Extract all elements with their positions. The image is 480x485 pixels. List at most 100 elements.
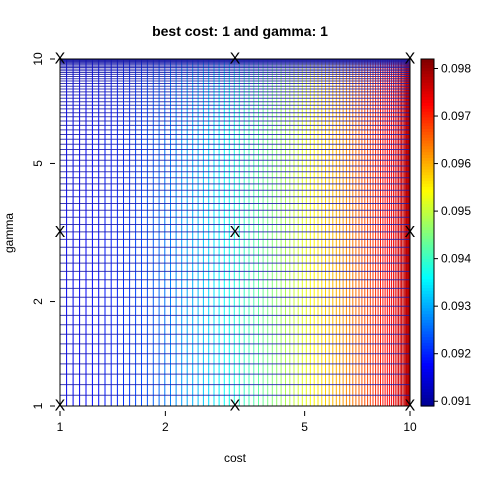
colorbar-segment <box>421 223 434 228</box>
colorbar-segment <box>421 336 434 341</box>
colorbar-segment <box>421 397 434 401</box>
colorbar-segment <box>421 145 434 150</box>
colorbar-segment <box>421 342 434 346</box>
colorbar-segment <box>421 388 434 393</box>
tested-point-marker: X <box>405 398 416 415</box>
colorbar-segment <box>421 212 434 216</box>
y-axis: 1 2 5 10 <box>31 52 55 409</box>
colorbar-segment <box>421 348 434 352</box>
colorbar-segment <box>421 368 434 372</box>
colorbar-segment <box>421 238 434 242</box>
colorbar-segment <box>421 310 434 315</box>
tested-point-marker: X <box>55 51 66 68</box>
colorbar-segment <box>421 313 434 317</box>
colorbar-segment <box>421 76 434 80</box>
colorbar-segment <box>421 59 434 63</box>
colorbar-segment <box>421 157 434 161</box>
colorbar-segment <box>421 183 434 187</box>
colorbar-segment <box>421 281 434 286</box>
colorbar-segment <box>421 244 434 248</box>
colorbar-segment <box>421 232 434 236</box>
colorbar-segment <box>421 125 434 129</box>
colorbar-segment <box>421 252 434 257</box>
colorbar-segment <box>421 61 434 66</box>
colorbar-segment <box>421 79 434 83</box>
colorbar-segment <box>421 180 434 184</box>
colorbar-segment <box>421 73 434 77</box>
tested-point-marker: X <box>405 51 416 68</box>
colorbar-segment <box>421 137 434 141</box>
colorbar-segment <box>421 134 434 138</box>
colorbar-segment <box>421 165 434 170</box>
colorbar-segment <box>421 339 434 343</box>
colorbar-segment <box>421 374 434 378</box>
colorbar: 0.091 0.092 0.093 0.094 0.095 0.096 0.097 0.098 <box>420 58 471 408</box>
colorbar-segment <box>421 85 434 89</box>
colorbar-segment <box>421 226 434 231</box>
colorbar-segment <box>421 113 434 118</box>
colorbar-segment <box>421 209 434 213</box>
colorbar-segment <box>421 307 434 312</box>
colorbar-segment <box>421 67 434 72</box>
colorbar-segment <box>421 362 434 367</box>
colorbar-segment <box>421 139 434 144</box>
tested-point-marker: X <box>405 224 416 241</box>
colorbar-segment <box>421 189 434 193</box>
y-axis-tick-label: 10 <box>31 52 45 66</box>
colorbar-segment <box>421 215 434 219</box>
colorbar-segment <box>421 111 434 115</box>
colorbar-tick-label: 0.092 <box>441 347 471 361</box>
colorbar-segment <box>421 365 434 370</box>
tested-point-marker: X <box>55 398 66 415</box>
colorbar-segment <box>421 356 434 361</box>
colorbar-segment <box>421 296 434 300</box>
colorbar-segment <box>421 151 434 156</box>
colorbar-tick-label: 0.097 <box>441 109 471 123</box>
colorbar-segment <box>421 299 434 303</box>
tested-point-marker: X <box>55 224 66 241</box>
colorbar-segment <box>421 403 434 407</box>
colorbar-segment <box>421 400 434 404</box>
chart-title: best cost: 1 and gamma: 1 <box>152 23 328 39</box>
colorbar-segment <box>421 64 434 69</box>
colorbar-segment <box>421 330 434 335</box>
x-axis-label: cost <box>224 451 247 465</box>
colorbar-segment <box>421 333 434 338</box>
colorbar-segment <box>421 148 434 153</box>
colorbar-segment <box>421 319 434 323</box>
colorbar-segment <box>421 218 434 222</box>
colorbar-segment <box>421 345 434 349</box>
tested-point-marker: X <box>230 224 241 241</box>
colorbar-segment <box>421 90 434 95</box>
x-axis-tick-label: 10 <box>403 420 417 434</box>
y-axis-tick-label: 5 <box>31 160 45 167</box>
colorbar-segment <box>421 206 434 210</box>
colorbar-segment <box>421 235 434 239</box>
tested-point-marker: X <box>230 398 241 415</box>
colorbar-tick-label: 0.095 <box>441 204 471 218</box>
y-axis-tick-label: 1 <box>31 402 45 409</box>
colorbar-tick-label: 0.093 <box>441 299 471 313</box>
colorbar-segment <box>421 272 434 277</box>
colorbar-segment <box>421 249 434 254</box>
colorbar-segment <box>421 377 434 381</box>
colorbar-segment <box>421 258 434 263</box>
colorbar-segment <box>421 122 434 127</box>
colorbar-segment <box>421 293 434 297</box>
colorbar-segment <box>421 382 434 387</box>
colorbar-segment <box>421 174 434 179</box>
x-axis: 1 2 5 10 <box>57 411 417 434</box>
tested-point-marker: X <box>230 51 241 68</box>
colorbar-segment <box>421 394 434 398</box>
colorbar-tick-label: 0.094 <box>441 252 471 266</box>
colorbar-segment <box>421 353 434 358</box>
x-axis-tick-label: 5 <box>301 420 308 434</box>
colorbar-segment <box>421 160 434 164</box>
colorbar-segment <box>421 287 434 291</box>
colorbar-tick-label: 0.098 <box>441 62 471 76</box>
colorbar-segment <box>421 220 434 225</box>
colorbar-segment <box>421 168 434 173</box>
plot-border <box>59 58 411 407</box>
